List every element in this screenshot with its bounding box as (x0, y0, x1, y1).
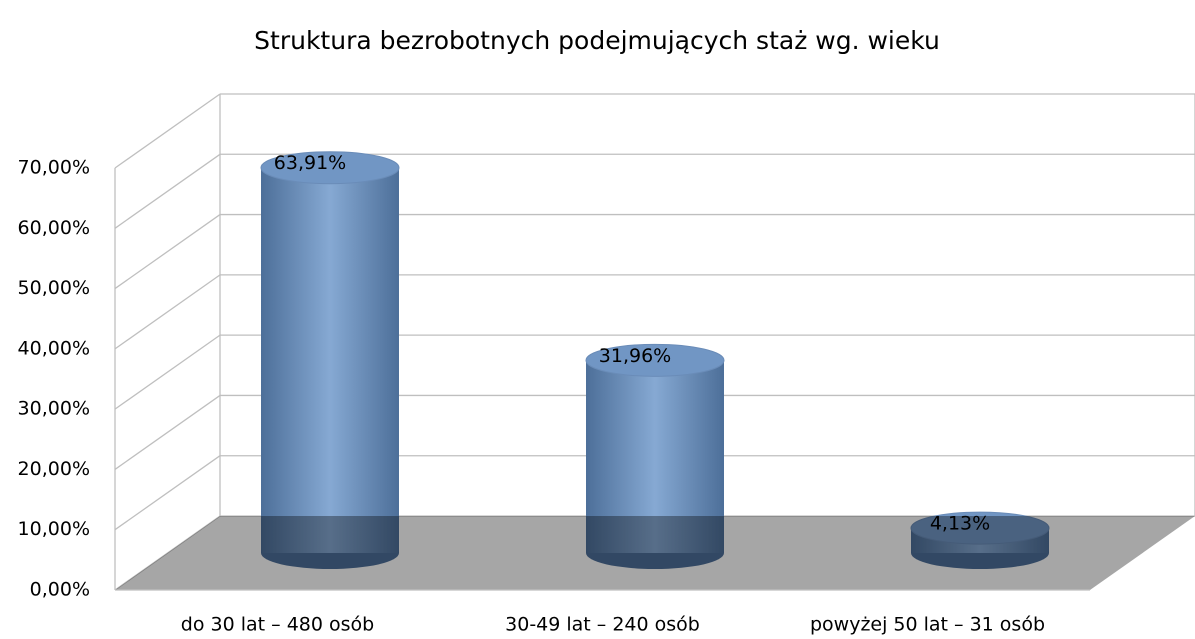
grid-line (114, 334, 221, 410)
data-label: 4,13% (930, 513, 990, 535)
grid-line (114, 214, 221, 290)
x-tick-label: do 30 lat – 480 osób (181, 614, 374, 636)
y-tick-label: 10,00% (18, 518, 90, 540)
y-tick-label: 60,00% (18, 217, 90, 239)
x-tick-label: 30-49 lat – 240 osób (505, 614, 700, 636)
y-tick-label: 40,00% (18, 337, 90, 359)
y-tick-label: 70,00% (18, 157, 90, 179)
cylinder-top (585, 343, 725, 377)
data-label: 31,96% (599, 345, 671, 367)
data-label: 63,91% (274, 152, 346, 174)
grid-line (114, 153, 221, 229)
cylinder (261, 167, 399, 554)
grid-line (114, 93, 221, 169)
y-tick-label: 50,00% (18, 277, 90, 299)
grid-line (114, 274, 221, 350)
x-tick-label: powyżej 50 lat – 31 osób (810, 614, 1045, 636)
chart-title: Struktura bezrobotnych podejmujących sta… (254, 26, 940, 55)
grid-line (114, 394, 221, 470)
cylinder-top (260, 151, 400, 185)
y-tick-label: 30,00% (18, 398, 90, 420)
floor (115, 516, 1195, 590)
grid-line (114, 455, 221, 531)
y-tick-label: 0,00% (30, 579, 90, 601)
y-tick-label: 20,00% (18, 458, 90, 480)
